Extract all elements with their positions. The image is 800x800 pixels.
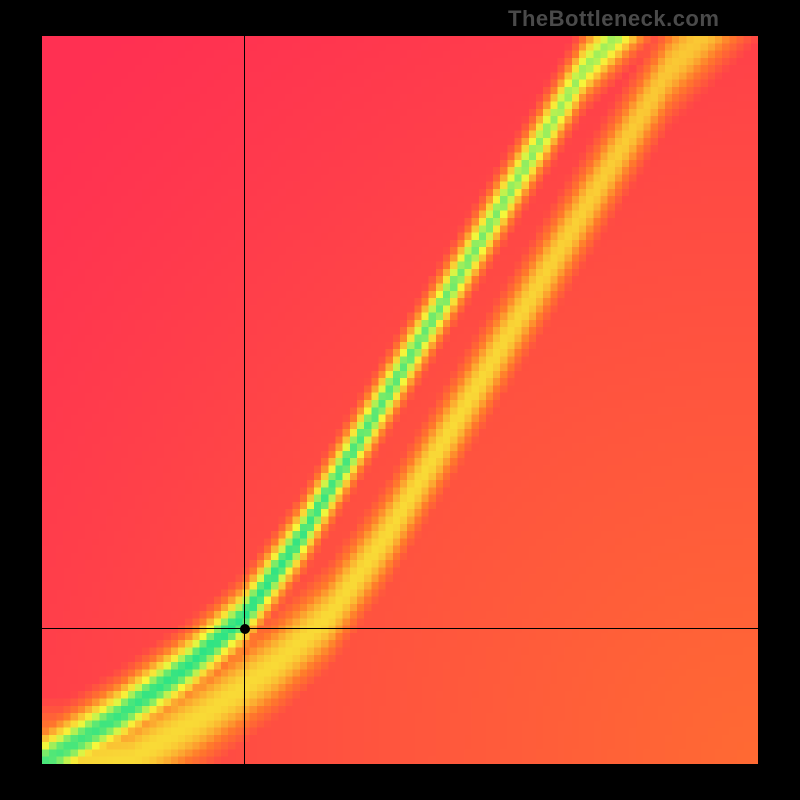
crosshair-vertical (244, 36, 245, 764)
heatmap-canvas (42, 36, 758, 764)
crosshair-marker (240, 624, 250, 634)
heatmap-plot (42, 36, 758, 764)
crosshair-horizontal (42, 628, 758, 629)
watermark-text: TheBottleneck.com (508, 6, 719, 32)
